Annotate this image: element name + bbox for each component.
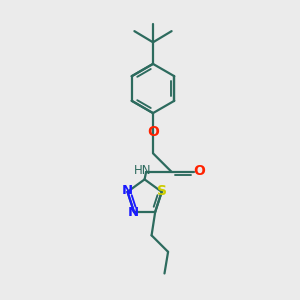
- Text: S: S: [157, 184, 167, 198]
- Text: O: O: [194, 164, 206, 178]
- Text: N: N: [128, 206, 139, 219]
- Text: N: N: [121, 184, 132, 197]
- Text: HN: HN: [134, 164, 152, 177]
- Text: O: O: [147, 125, 159, 139]
